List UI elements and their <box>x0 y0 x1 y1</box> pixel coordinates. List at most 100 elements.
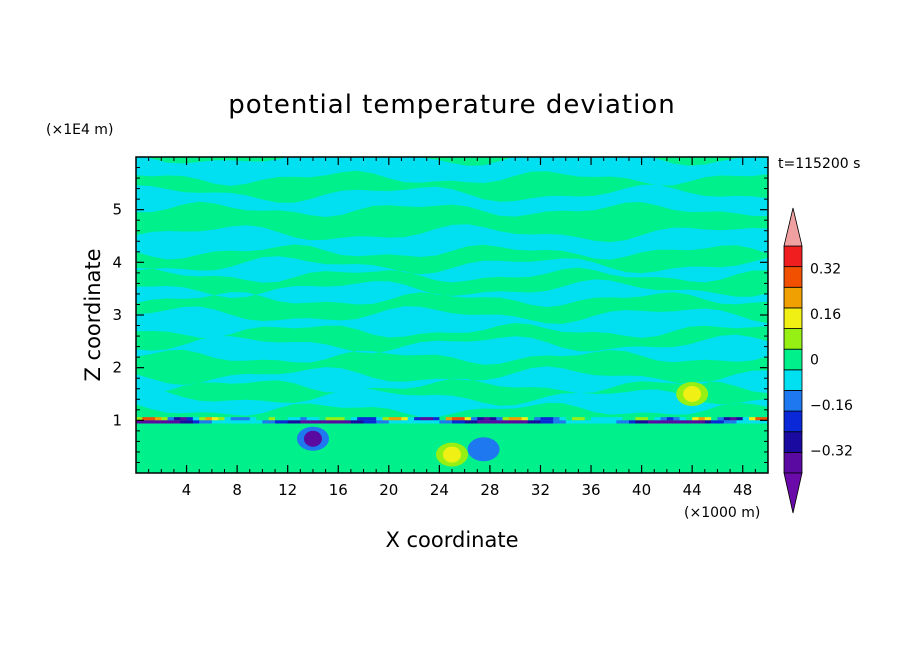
anomaly-cell <box>502 420 510 424</box>
anomaly-cell <box>344 417 352 421</box>
anomaly-cell <box>546 420 554 424</box>
anomaly-cell <box>470 420 478 424</box>
anomaly-cell <box>357 417 365 421</box>
anomaly-cell <box>218 417 225 421</box>
field-pocket <box>474 441 493 458</box>
anomaly-cell <box>616 420 624 424</box>
anomaly-cell <box>262 420 270 424</box>
field-band <box>136 334 768 365</box>
anomaly-cell <box>369 420 377 424</box>
anomaly-cell <box>363 420 371 424</box>
anomaly-cell <box>483 417 491 421</box>
anomaly-cell <box>717 420 725 424</box>
x-axis-label: X coordinate <box>385 528 518 552</box>
anomaly-cell <box>628 417 636 421</box>
anomaly-cell <box>395 420 402 424</box>
anomaly-cell <box>540 420 548 424</box>
anomaly-cell <box>262 417 270 421</box>
anomaly-cell <box>553 417 560 421</box>
x-tick-label: 40 <box>632 481 651 499</box>
x-tick-label: 24 <box>430 481 449 499</box>
anomaly-cell <box>180 417 188 421</box>
field-band <box>136 224 768 260</box>
anomaly-cell <box>591 420 598 424</box>
colorbar-box <box>783 410 803 433</box>
anomaly-cell <box>331 417 339 421</box>
anomaly-cell <box>319 420 327 424</box>
anomaly-cell <box>161 420 169 424</box>
anomaly-cell <box>736 420 744 424</box>
anomaly-cell <box>723 420 731 424</box>
anomaly-cell <box>666 420 674 424</box>
anomaly-cell <box>496 417 504 421</box>
anomaly-cell <box>205 417 213 421</box>
anomaly-cell <box>338 417 346 421</box>
anomaly-cell <box>704 417 712 421</box>
anomaly-cell <box>559 417 567 421</box>
anomaly-cell <box>622 417 630 421</box>
anomaly-cell <box>565 417 573 421</box>
anomaly-cell <box>199 420 207 424</box>
anomaly-cell <box>306 417 314 421</box>
anomaly-cell <box>755 420 763 424</box>
anomaly-cell <box>300 420 308 424</box>
anomaly-cell <box>527 417 535 421</box>
field-pocket <box>443 446 461 463</box>
anomaly-cell <box>433 417 440 421</box>
anomaly-cell <box>559 420 567 424</box>
anomaly-cell <box>205 420 213 424</box>
colorbar-box <box>783 431 803 453</box>
anomaly-cell <box>654 420 662 424</box>
colorbar-tick-label: 0 <box>810 353 819 369</box>
anomaly-cell <box>692 417 699 421</box>
anomaly-cell <box>736 417 744 421</box>
anomaly-cell <box>496 420 504 424</box>
anomaly-cell <box>237 420 244 424</box>
x-tick-label: 8 <box>232 481 242 499</box>
anomaly-cell <box>199 417 207 421</box>
anomaly-cell <box>395 417 402 421</box>
x-axis: 4 8 12 16 20 24 28 32 36 40 44 48 <box>148 157 756 499</box>
anomaly-cell <box>249 417 257 421</box>
plot-area <box>136 157 768 473</box>
y-axis: 1 2 3 4 5 <box>112 167 768 463</box>
x-tick-label: 20 <box>379 481 398 499</box>
y-tick-label: 5 <box>112 201 122 219</box>
anomaly-cell <box>628 420 636 424</box>
anomaly-cell <box>243 417 251 421</box>
anomaly-cell <box>312 417 320 421</box>
anomaly-cell <box>294 420 301 424</box>
anomaly-cell <box>161 417 169 421</box>
anomaly-cell <box>148 420 156 424</box>
anomaly-cell <box>401 417 409 421</box>
anomaly-cell <box>622 420 630 424</box>
anomaly-cell <box>388 420 396 424</box>
anomaly-cell <box>439 420 447 424</box>
anomaly-cell <box>426 420 434 424</box>
anomaly-cell <box>136 420 143 424</box>
anomaly-cell <box>666 417 674 421</box>
anomaly-cell <box>521 420 529 424</box>
x-tick-label: 28 <box>480 481 499 499</box>
anomaly-cell <box>502 417 510 421</box>
anomaly-cell <box>237 417 244 421</box>
anomaly-cell <box>142 417 150 421</box>
anomaly-cell <box>698 417 706 421</box>
x-unit-label: (×1000 m) <box>684 505 760 521</box>
colorbar-box <box>783 286 803 309</box>
anomaly-cell <box>268 417 276 421</box>
anomaly-cell <box>445 420 453 424</box>
anomaly-cell <box>578 417 586 421</box>
anomaly-cell <box>464 420 472 424</box>
x-tick-label: 4 <box>182 481 192 499</box>
anomaly-cell <box>711 420 718 424</box>
anomaly-cell <box>584 417 592 421</box>
anomaly-cell <box>452 417 459 421</box>
field-band <box>136 366 768 394</box>
colorbar-tick-label: 0.16 <box>810 307 841 323</box>
anomaly-cell <box>458 417 466 421</box>
anomaly-cell <box>452 420 459 424</box>
colorbar-box <box>783 266 803 288</box>
colorbar-box <box>783 390 803 412</box>
